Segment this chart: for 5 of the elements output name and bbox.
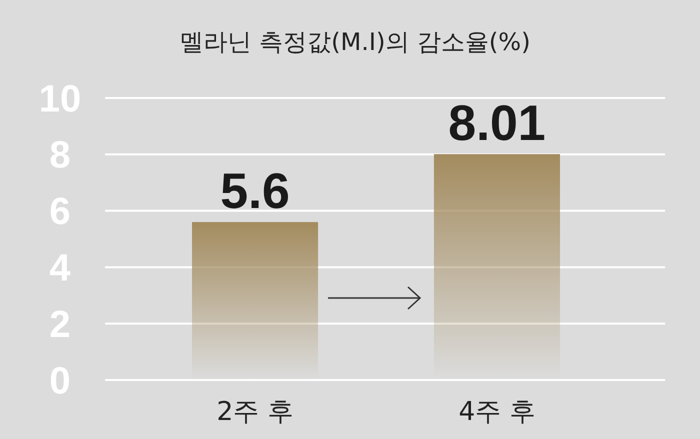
chart-title: 멜라닌 측정값(M.I)의 감소율(%) [180, 28, 530, 56]
x-tick-label: 2주 후 [216, 397, 294, 427]
data-label: 5.6 [220, 163, 290, 220]
x-tick-label: 4주 후 [458, 397, 536, 427]
data-label: 8.01 [448, 95, 546, 152]
